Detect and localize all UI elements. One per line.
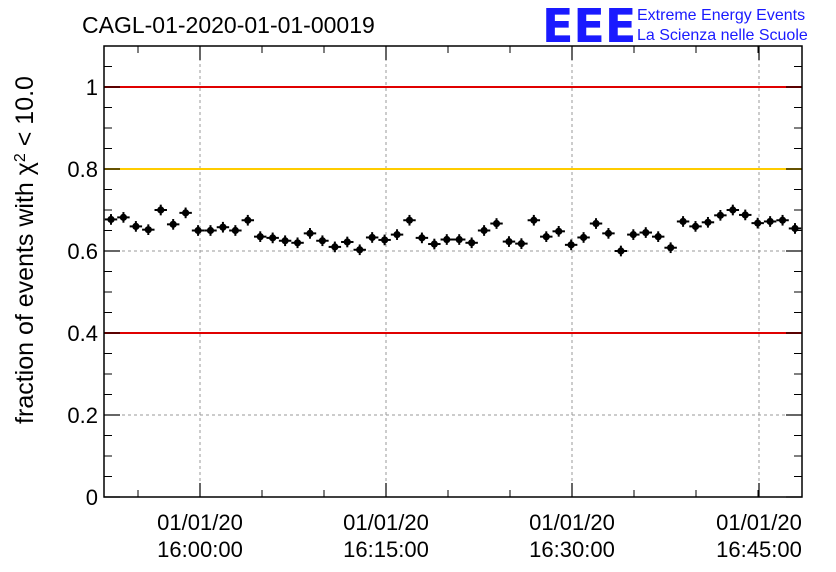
grid	[104, 46, 802, 497]
data-point	[490, 218, 503, 229]
data-point	[689, 221, 702, 232]
y-tick-label: 0.2	[67, 403, 98, 428]
data-point	[651, 231, 665, 242]
x-tick-label-date: 01/01/20	[529, 510, 615, 535]
data-point	[564, 239, 578, 251]
x-tick-label-date: 01/01/20	[343, 510, 429, 535]
data-points	[104, 204, 802, 257]
data-point	[589, 218, 603, 229]
y-tick-label: 0.6	[67, 239, 98, 264]
x-tick-label-time: 16:00:00	[157, 537, 243, 562]
logo-line-1: Extreme Energy Events	[637, 7, 805, 24]
data-point	[266, 232, 279, 244]
data-point	[328, 241, 342, 253]
data-point	[527, 214, 541, 226]
data-point	[378, 234, 391, 246]
data-point	[390, 229, 404, 240]
y-axis-label-tail: < 10.0	[11, 76, 39, 153]
data-point	[403, 214, 416, 226]
data-point	[739, 209, 752, 221]
data-point	[154, 204, 167, 216]
data-point	[788, 223, 802, 234]
data-point	[229, 225, 242, 236]
data-point	[627, 229, 640, 240]
x-tick-labels: 01/01/2016:00:0001/01/2016:15:0001/01/20…	[157, 510, 802, 562]
x-tick-label-date: 01/01/20	[716, 510, 802, 535]
data-point	[552, 225, 565, 237]
x-tick-label-time: 16:15:00	[343, 537, 429, 562]
data-point	[104, 214, 118, 225]
data-point	[191, 225, 205, 236]
data-point	[540, 231, 553, 242]
chart-title: CAGL-01-2020-01-01-00019	[82, 12, 375, 38]
data-point	[365, 232, 379, 243]
data-point	[353, 244, 366, 256]
reference-lines	[104, 86, 802, 334]
data-point	[577, 232, 590, 243]
data-point	[714, 210, 727, 221]
data-point	[515, 238, 528, 249]
data-point	[291, 237, 304, 249]
data-point	[166, 219, 180, 230]
y-axis-label-sup: 2	[12, 153, 29, 162]
data-point	[726, 204, 740, 216]
data-point	[415, 232, 429, 244]
data-point	[776, 214, 789, 226]
data-point	[664, 242, 677, 254]
data-point	[639, 227, 652, 238]
data-point	[278, 235, 292, 247]
y-axis-label-main: fraction of events with χ	[11, 162, 39, 424]
x-tick-label-time: 16:30:00	[529, 537, 615, 562]
data-point	[465, 237, 478, 249]
data-point	[241, 214, 255, 226]
data-point	[440, 234, 453, 245]
data-point	[254, 231, 267, 242]
logo-mark: EEE	[542, 0, 636, 53]
y-tick-label: 1	[86, 75, 98, 100]
data-point	[216, 221, 230, 233]
axis-ticks	[104, 46, 802, 498]
data-point	[751, 217, 764, 229]
eee-logo: EEE Extreme Energy Events La Scienza nel…	[542, 0, 808, 53]
data-point	[502, 236, 516, 247]
data-point	[701, 216, 715, 228]
data-point	[129, 221, 143, 232]
data-point	[303, 228, 317, 239]
data-point	[676, 216, 690, 227]
y-tick-label: 0.8	[67, 157, 98, 182]
logo-line-2: La Scienza nelle Scuole	[637, 27, 808, 44]
data-point	[428, 238, 441, 250]
plot-frame	[103, 45, 803, 498]
data-point	[453, 234, 466, 245]
y-tick-label: 0	[86, 485, 98, 510]
data-point	[204, 225, 217, 236]
x-tick-label-time: 16:45:00	[716, 537, 802, 562]
y-axis-label: fraction of events with χ2 < 10.0	[11, 76, 39, 424]
data-point	[316, 235, 329, 247]
data-point	[341, 236, 354, 248]
data-point	[602, 228, 615, 239]
data-point	[477, 225, 491, 236]
data-point	[142, 224, 155, 236]
x-tick-label-date: 01/01/20	[157, 510, 243, 535]
data-point	[614, 245, 628, 257]
y-tick-labels: 0 0.2 0.4 0.6 0.8 1	[67, 75, 98, 510]
data-point	[179, 207, 192, 219]
y-tick-label: 0.4	[67, 321, 98, 346]
data-point	[763, 216, 777, 227]
data-point	[117, 212, 130, 223]
